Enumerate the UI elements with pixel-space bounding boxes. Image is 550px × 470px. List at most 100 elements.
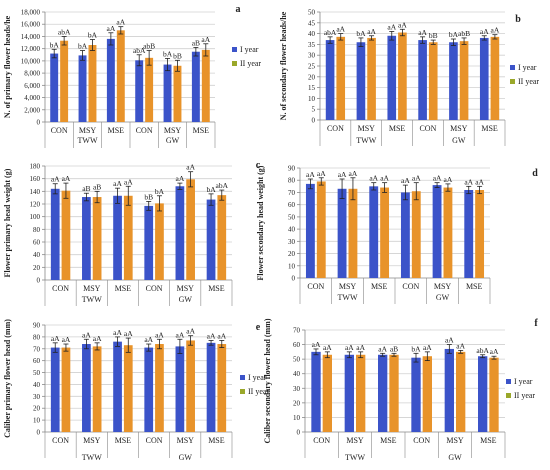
y-tick-label: 12,000 (21, 45, 41, 53)
panel-letter: a (236, 4, 241, 15)
bar (175, 346, 185, 432)
significance-label: aA (312, 340, 321, 349)
y-tick-label: 0 (297, 429, 301, 437)
legend: I year II year (506, 377, 535, 400)
x-tick-label: CON (146, 436, 163, 445)
significance-label: aA (124, 177, 133, 186)
bar (201, 49, 210, 123)
bar (206, 342, 216, 432)
significance-label: bA (356, 29, 366, 38)
bar (316, 181, 326, 278)
y-tick-label: 8,000 (24, 70, 40, 78)
bar (411, 191, 421, 278)
panel-letter: d (532, 168, 538, 179)
x-tick-label: CON (402, 282, 419, 291)
bar (428, 42, 438, 120)
bar (418, 40, 427, 120)
x-tick-label: MSE (208, 436, 225, 445)
bar (155, 203, 164, 280)
legend-label: I year (514, 377, 533, 386)
bar (325, 40, 335, 120)
y-tick-label: 40 (33, 381, 41, 389)
y-tick-label: 60 (293, 341, 301, 349)
group-label: TWW (82, 453, 102, 462)
legend-swatch (510, 79, 515, 84)
bar (389, 354, 399, 432)
x-tick-label: MSY (434, 282, 452, 291)
y-tick-label: 16,000 (21, 21, 41, 29)
significance-label: abA (133, 46, 146, 55)
y-tick-label: 0 (37, 277, 41, 285)
significance-label: aA (398, 20, 407, 29)
y-tick-label: 0 (312, 117, 316, 125)
x-tick-label: CON (419, 124, 436, 133)
panel-letter: f (534, 318, 538, 329)
bar (356, 42, 366, 120)
y-tick-label: 14,000 (21, 33, 41, 41)
panel-letter: b (515, 14, 521, 25)
bar (50, 53, 59, 122)
x-tick-label: MSE (371, 282, 388, 291)
bar (464, 190, 474, 278)
legend-swatch (240, 389, 245, 394)
significance-label: aB (192, 38, 200, 47)
bar (191, 51, 200, 122)
y-tick-label: 20 (288, 250, 296, 258)
y-tick-label: 160 (30, 175, 41, 183)
legend-swatch (232, 47, 237, 52)
group-label: TWW (356, 136, 376, 145)
y-tick-label: 20 (33, 405, 41, 413)
bar (479, 37, 489, 120)
significance-label: aA (323, 343, 332, 352)
y-axis-title: Caliber secondary flower head (mm) (263, 318, 272, 443)
bar (348, 188, 358, 278)
significance-label: aA (336, 25, 345, 34)
significance-label: aA (176, 174, 185, 183)
significance-label: aA (155, 330, 164, 339)
significance-label: bB (429, 31, 438, 40)
significance-label: aA (317, 169, 326, 178)
bar (305, 183, 315, 278)
bar (380, 187, 390, 278)
legend-label: II year (248, 387, 269, 396)
significance-label: abA (58, 27, 71, 36)
x-tick-label: MSY (83, 436, 101, 445)
y-tick-label: 15 (308, 84, 316, 92)
group-label: GW (166, 136, 180, 145)
bar (378, 354, 388, 432)
legend-label: I year (240, 45, 259, 54)
legend-label: I year (518, 63, 537, 72)
bar (490, 36, 500, 121)
y-tick-label: 40 (288, 226, 296, 234)
x-tick-label: MSY (79, 126, 97, 135)
y-tick-label: 70 (293, 327, 301, 335)
bar (217, 195, 227, 280)
significance-label: aA (116, 18, 125, 27)
significance-label: aB (390, 344, 398, 353)
significance-label: aA (62, 335, 71, 344)
significance-label: aA (82, 330, 91, 339)
y-tick-label: 45 (308, 19, 316, 27)
x-tick-label: MSY (346, 436, 364, 445)
y-tick-label: 25 (308, 63, 316, 71)
group-label: TWW (82, 295, 102, 304)
significance-label: abA (216, 181, 229, 190)
bar (206, 199, 216, 280)
significance-label: aA (201, 35, 210, 44)
legend-swatch (510, 65, 515, 70)
group-label: GW (179, 453, 193, 462)
bar (61, 347, 71, 432)
y-tick-label: 80 (33, 333, 41, 341)
significance-label: aA (369, 174, 378, 183)
bar (144, 205, 154, 280)
bar (356, 354, 366, 432)
legend: I year II year (240, 373, 269, 396)
significance-label: aA (124, 329, 133, 338)
significance-label: abA (476, 346, 489, 355)
bar (82, 344, 91, 432)
significance-label: bA (206, 185, 216, 194)
y-tick-label: 90 (33, 322, 41, 330)
y-tick-label: 20 (308, 73, 316, 81)
